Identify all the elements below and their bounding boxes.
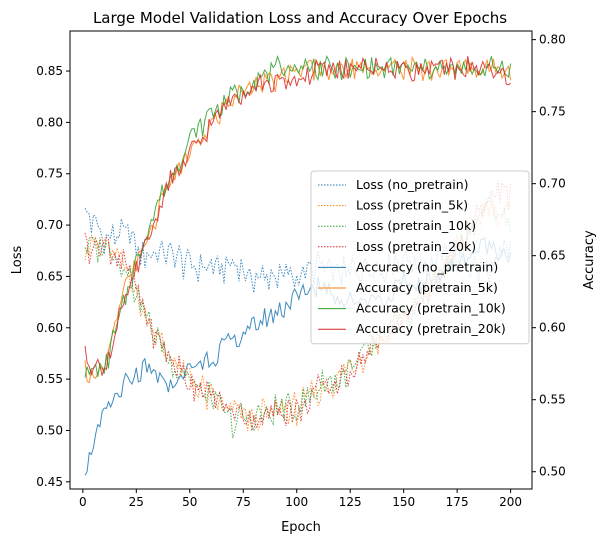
legend-label: Accuracy (no_pretrain) xyxy=(356,259,498,274)
legend-label: Loss (pretrain_5k) xyxy=(356,198,468,213)
x-axis-label: Epoch xyxy=(281,520,321,535)
y-left-tick-label: 0.80 xyxy=(36,115,63,129)
y-right-tick-label: 0.70 xyxy=(539,177,566,191)
legend-label: Loss (pretrain_10k) xyxy=(356,218,476,233)
legend-label: Loss (pretrain_20k) xyxy=(356,239,476,254)
x-tick-label: 0 xyxy=(79,495,87,509)
y-axis-right-label: Accuracy xyxy=(582,230,597,290)
y-left-tick-label: 0.60 xyxy=(36,321,63,335)
y-left-tick-label: 0.55 xyxy=(36,372,63,386)
y-right-tick-label: 0.60 xyxy=(539,321,566,335)
y-right-tick-label: 0.75 xyxy=(539,105,566,119)
y-left-tick-label: 0.75 xyxy=(36,167,63,181)
y-left-tick-label: 0.45 xyxy=(36,475,63,489)
x-axis: 0 25 50 75 100 125 150 175 200 xyxy=(79,489,522,509)
x-tick-label: 175 xyxy=(446,495,469,509)
y-axis-left-label: Loss xyxy=(10,246,25,275)
y-axis-right: 0.50 0.55 0.60 0.65 0.70 0.75 0.80 xyxy=(532,33,566,479)
legend-label: Accuracy (pretrain_10k) xyxy=(356,301,506,316)
x-tick-label: 50 xyxy=(182,495,197,509)
legend-label: Loss (no_pretrain) xyxy=(356,177,469,192)
x-tick-label: 150 xyxy=(392,495,415,509)
y-left-tick-label: 0.70 xyxy=(36,218,63,232)
x-tick-label: 200 xyxy=(499,495,522,509)
series-line-8 xyxy=(84,55,511,377)
y-left-tick-label: 0.50 xyxy=(36,423,63,437)
plot-frame xyxy=(69,30,533,490)
legend-box xyxy=(310,170,530,345)
y-right-tick-label: 0.80 xyxy=(539,33,566,47)
legend-label: Accuracy (pretrain_20k) xyxy=(356,321,506,336)
x-tick-label: 100 xyxy=(285,495,308,509)
y-left-tick-label: 0.65 xyxy=(36,269,63,283)
y-right-tick-label: 0.50 xyxy=(539,465,566,479)
y-left-tick-label: 0.85 xyxy=(36,64,63,78)
x-tick-label: 125 xyxy=(339,495,362,509)
x-tick-label: 25 xyxy=(129,495,144,509)
y-right-tick-label: 0.55 xyxy=(539,393,566,407)
y-axis-left: 0.45 0.50 0.55 0.60 0.65 0.70 0.75 0.80 0.85 xyxy=(36,64,70,489)
y-right-tick-label: 0.65 xyxy=(539,249,566,263)
x-tick-label: 75 xyxy=(236,495,251,509)
legend: Loss (no_pretrain) Loss (pretrain_5k) Loss… xyxy=(310,170,530,345)
chart-title: Large Model Validation Loss and Accuracy… xyxy=(93,9,507,27)
legend-label: Accuracy (pretrain_5k) xyxy=(356,280,498,295)
